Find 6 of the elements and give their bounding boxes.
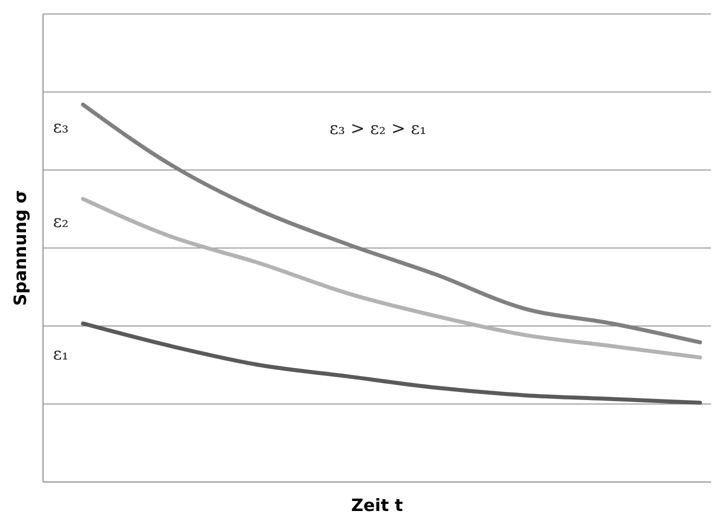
series-label: ε₃ [53,118,69,138]
annotation: ε₃ > ε₂ > ε₁ [330,119,426,139]
y-axis-title: Spannung σ [11,190,31,306]
x-axis-title: Zeit t [351,496,403,516]
series-label: ε₂ [53,212,69,232]
series-label: ε₁ [53,344,69,364]
